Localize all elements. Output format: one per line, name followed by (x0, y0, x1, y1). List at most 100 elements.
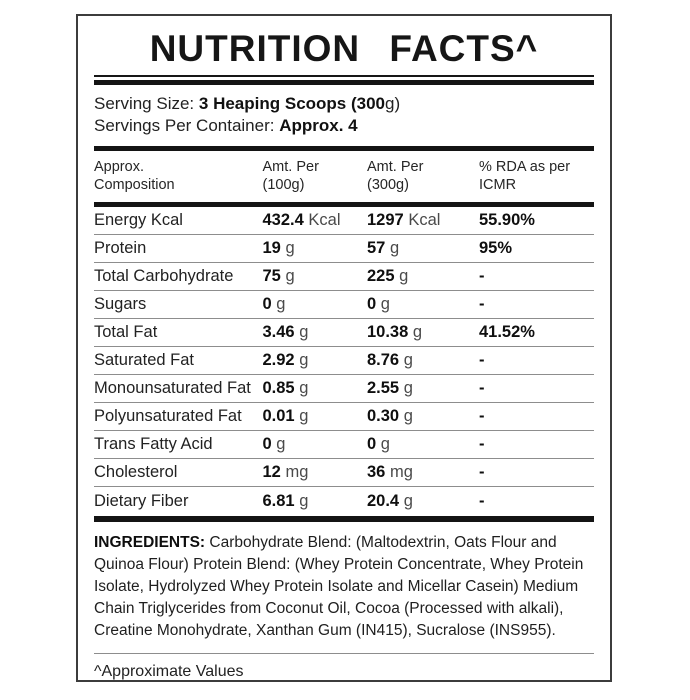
column-header-amt-100g: Amt. Per (100g) (263, 158, 368, 194)
rda-value: - (479, 379, 485, 397)
amt-per-300g-cell: 36 mg (367, 463, 479, 482)
amt-300-unit: g (380, 435, 390, 453)
amt-per-100g-cell: 19 g (263, 239, 368, 258)
serving-size-line: Serving Size: 3 Heaping Scoops (300g) (94, 93, 594, 115)
amt-300-value: 36 (367, 463, 386, 481)
table-header: Approx. Composition Amt. Per (100g) Amt.… (94, 151, 594, 202)
amt-per-300g-cell: 2.55 g (367, 379, 479, 398)
header-line: (300g) (367, 177, 409, 193)
amt-per-300g-cell: 57 g (367, 239, 479, 258)
amt-300-value: 20.4 (367, 491, 400, 510)
amt-per-300g-cell: 0.30 g (367, 407, 479, 426)
amt-100-unit: Kcal (308, 211, 341, 229)
nutrient-name: Saturated Fat (94, 351, 194, 369)
amt-300-value: 0.30 (367, 407, 400, 425)
amt-per-300g-cell: 20.4 g (367, 492, 479, 511)
amt-per-300g-cell: 10.38 g (367, 323, 479, 342)
table-row: Monounsaturated Fat 0.85 g 2.55 g - (94, 375, 594, 403)
nutrient-name: Monounsaturated Fat (94, 379, 251, 397)
amt-300-unit: g (403, 491, 413, 510)
amt-100-value: 432.4 (262, 211, 304, 229)
header-divider (94, 202, 594, 207)
nutrient-name: Sugars (94, 295, 147, 313)
table-row: Saturated Fat 2.92 g 8.76 g - (94, 347, 594, 375)
amt-100-unit: g (299, 351, 309, 369)
amt-per-100g-cell: 12 mg (263, 463, 368, 482)
amt-300-unit: mg (389, 463, 413, 481)
amt-300-value: 2.55 (367, 379, 400, 397)
nutrient-name: Energy Kcal (94, 211, 183, 229)
table-row: Sugars 0 g 0 g - (94, 291, 594, 319)
header-line: (100g) (262, 177, 305, 193)
amt-300-unit: g (403, 379, 413, 397)
rda-value: - (479, 295, 485, 313)
rda-value: - (479, 491, 485, 510)
title-divider (94, 75, 594, 85)
serving-size-value: 3 Heaping Scoops (300 (198, 94, 386, 113)
nutrient-name: Total Carbohydrate (94, 267, 234, 285)
ingredients-label: INGREDIENTS: (94, 534, 206, 551)
amt-per-300g-cell: 8.76 g (367, 351, 479, 370)
amt-100-unit: g (276, 435, 286, 453)
footnote: ^Approximate Values (94, 663, 244, 680)
rda-value: - (479, 407, 485, 425)
amt-300-unit: g (380, 295, 390, 313)
header-line: Composition (94, 177, 175, 193)
amt-300-value: 1297 (367, 211, 404, 229)
amt-100-value: 0 (262, 295, 272, 313)
amt-300-value: 0 (367, 295, 377, 313)
rda-value: - (479, 463, 485, 481)
header-line: Amt. Per (262, 159, 319, 175)
amt-300-value: 0 (367, 435, 377, 453)
amt-300-unit: g (412, 323, 423, 341)
table-row: Cholesterol 12 mg 36 mg - (94, 459, 594, 487)
table-row: Total Fat 3.46 g 10.38 g 41.52% (94, 319, 594, 347)
rda-value: - (479, 351, 485, 369)
amt-100-value: 3.46 (262, 323, 295, 341)
amt-100-unit: g (299, 491, 309, 510)
table-row: Dietary Fiber 6.81 g 20.4 g - (94, 487, 594, 515)
amt-100-unit: g (299, 323, 309, 341)
column-header-rda: % RDA as per ICMR (479, 158, 594, 194)
amt-300-value: 10.38 (367, 323, 409, 341)
amt-per-100g-cell: 2.92 g (263, 351, 368, 370)
amt-100-unit: g (299, 407, 309, 425)
nutrition-facts-label: NUTRITION FACTS^ Serving Size: 3 Heaping… (76, 14, 612, 682)
nutrition-rows: Energy Kcal 432.4 Kcal 1297 Kcal 55.90% … (94, 207, 594, 515)
ingredients-text: Carbohydrate Blend: (Maltodextrin, Oats … (94, 534, 584, 639)
amt-300-value: 8.76 (367, 351, 400, 369)
column-header-composition: Approx. Composition (94, 158, 263, 194)
servings-per-container-value: Approx. 4 (279, 116, 358, 135)
thick-rule (94, 80, 594, 85)
amt-300-value: 225 (367, 267, 395, 285)
amt-300-unit: g (399, 267, 409, 285)
amt-100-unit: mg (285, 463, 309, 481)
amt-per-100g-cell: 0.01 g (263, 407, 368, 426)
amt-per-100g-cell: 6.81 g (263, 492, 368, 511)
amt-100-value: 6.81 (262, 491, 295, 510)
amt-100-value: 0 (262, 435, 272, 453)
header-line: % RDA as per (479, 159, 571, 175)
amt-per-100g-cell: 0.85 g (263, 379, 368, 398)
nutrient-name: Dietary Fiber (94, 491, 189, 510)
amt-100-value: 2.92 (262, 351, 295, 369)
amt-100-unit: g (276, 295, 286, 313)
rda-value: 41.52% (479, 323, 535, 341)
table-row: Energy Kcal 432.4 Kcal 1297 Kcal 55.90% (94, 207, 594, 235)
servings-per-container-label: Servings Per Container: (94, 116, 280, 135)
amt-100-value: 19 (262, 239, 281, 257)
rda-value: 95% (479, 239, 513, 257)
amt-per-300g-cell: 1297 Kcal (367, 211, 479, 230)
rda-value: - (479, 267, 485, 285)
amt-100-value: 0.85 (262, 379, 295, 397)
amt-100-unit: g (299, 379, 309, 397)
amt-per-100g-cell: 0 g (263, 295, 368, 314)
amt-per-300g-cell: 0 g (367, 295, 479, 314)
amt-per-100g-cell: 0 g (263, 435, 368, 454)
amt-100-value: 75 (262, 267, 281, 285)
nutrient-name: Total Fat (94, 323, 158, 341)
header-line: Approx. (94, 159, 144, 175)
table-row: Polyunsaturated Fat 0.01 g 0.30 g - (94, 403, 594, 431)
nutrient-name: Trans Fatty Acid (94, 435, 213, 453)
amt-per-100g-cell: 3.46 g (263, 323, 368, 342)
